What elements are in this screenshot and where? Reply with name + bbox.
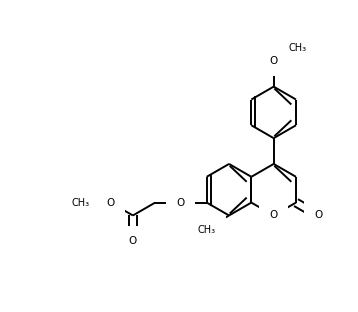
- Text: O: O: [177, 197, 185, 207]
- Text: CH₃: CH₃: [289, 43, 307, 53]
- Text: CH₃: CH₃: [198, 225, 216, 235]
- Text: O: O: [129, 236, 137, 246]
- Text: O: O: [106, 197, 115, 207]
- Text: O: O: [270, 211, 278, 221]
- Text: CH₃: CH₃: [72, 197, 90, 207]
- Text: O: O: [270, 56, 278, 66]
- Text: O: O: [314, 211, 323, 221]
